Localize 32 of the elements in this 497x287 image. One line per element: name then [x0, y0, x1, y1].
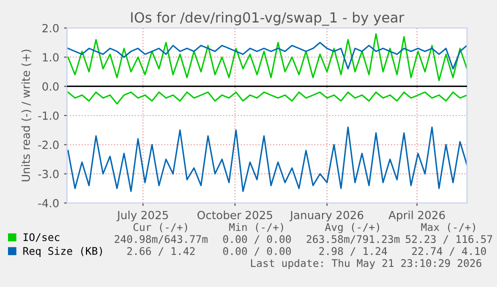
x-tick-label: April 2026: [388, 210, 445, 222]
text: Avg (-/+): [324, 222, 380, 234]
text: 52.23 / 116.57: [406, 235, 492, 244]
y-tick-label: 1.0: [42, 53, 59, 62]
text: Max (-/+): [421, 223, 476, 232]
y-tick-label: -4.0: [38, 198, 59, 208]
text: Cur (-/+): [133, 223, 188, 232]
y-axis-title: Units read (-) / write (+): [21, 50, 32, 182]
text: 0.00 / 0.00: [223, 247, 291, 256]
line-series: [67, 33, 467, 82]
legend-label: Req Size (KB): [23, 246, 102, 257]
line-series: [67, 42, 467, 70]
x-tick-label: October 2025: [197, 210, 272, 220]
x-tick-label: January 2026: [289, 210, 364, 222]
line-series: [67, 91, 467, 105]
x-tick-label: July 2025: [116, 210, 168, 222]
chart-title: IOs for /dev/ring01-vg/swap_1 - by year: [131, 12, 404, 26]
line-series: [67, 126, 467, 192]
y-tick-label: 0.0: [42, 82, 59, 91]
text: 0.00 / 0.00: [223, 235, 291, 244]
text: 2.98 / 1.24: [319, 247, 387, 256]
y-tick-label: -2.0: [38, 140, 59, 150]
text: 2.66 / 1.42: [127, 247, 195, 256]
text: Min (-/+): [229, 222, 284, 232]
y-tick-label: -3.0: [38, 170, 59, 178]
y-tick-label: -1.0: [38, 111, 59, 120]
text: Last update: Thu May 21 23:10:29 2026: [251, 258, 482, 270]
text: 22.74 / 4.10: [412, 247, 486, 256]
text: 263.58m/791.23m: [306, 235, 400, 244]
text: 240.98m/643.77m: [114, 235, 208, 244]
legend-label: IO/sec: [24, 233, 60, 242]
y-tick-label: 2.0: [42, 24, 59, 32]
